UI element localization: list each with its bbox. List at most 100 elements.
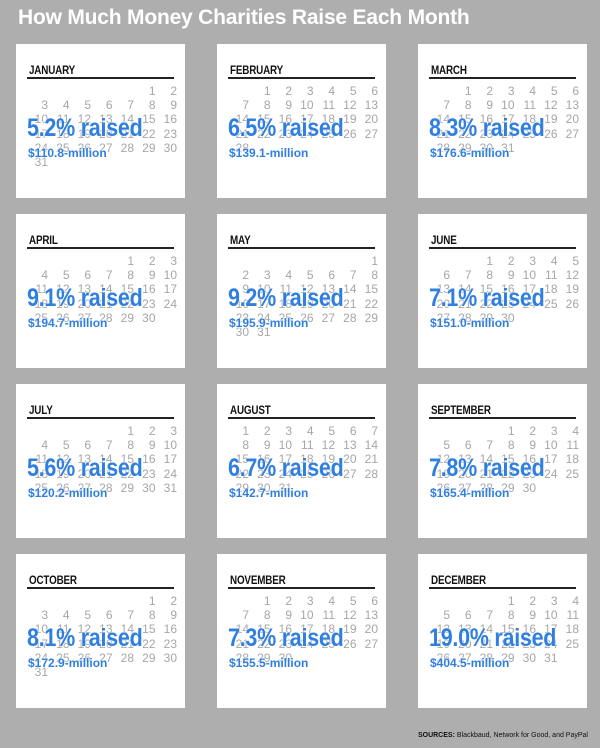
calendar-day: 22	[120, 466, 134, 481]
calendar-day: 18	[34, 466, 48, 481]
calendar-day: 3	[529, 254, 536, 268]
calendar-day: 27	[458, 480, 472, 495]
calendar-day: 7	[486, 438, 493, 453]
calendar-day: 2	[148, 254, 156, 268]
calendar-day: 21	[364, 452, 378, 467]
calendar-day: 13	[458, 622, 472, 637]
calendar-day: 11	[322, 608, 335, 623]
calendar-day: 17	[278, 452, 292, 467]
calendar-day: 26	[343, 636, 357, 651]
calendar-day: 2	[170, 594, 177, 608]
calendar-day: 10	[34, 112, 48, 127]
calendar-day: 15	[142, 622, 156, 637]
month-name: OCTOBER	[29, 573, 77, 587]
calendar-day: 30	[479, 140, 493, 155]
calendar-day: 16	[522, 452, 536, 467]
calendar-day: 22	[142, 636, 156, 651]
calendar-day: 16	[163, 112, 177, 127]
calendar-day: 10	[544, 438, 558, 453]
calendar-day: 1	[263, 594, 271, 608]
calendar-day: 22	[479, 296, 493, 311]
calendar-day: 10	[34, 622, 48, 637]
calendar-day: 23	[163, 126, 177, 141]
calendar-day: 13	[77, 452, 91, 467]
calendar-day: 28	[120, 650, 134, 665]
calendar-day: 5	[349, 84, 357, 98]
calendar-day: 1	[486, 254, 493, 268]
calendar-day: 13	[99, 112, 113, 127]
calendar-day: 16	[142, 452, 156, 467]
calendar-day: 1	[148, 84, 156, 98]
calendar-day: 21	[458, 296, 472, 311]
calendar-day: 21	[436, 126, 450, 141]
month-rule	[228, 247, 375, 249]
calendar-day: 4	[328, 594, 335, 608]
calendar-day: 6	[371, 84, 378, 98]
calendar-day: 24	[278, 466, 292, 481]
calendar-day: 4	[572, 594, 579, 608]
month-card: JUNE 1 2 3 4 5 6 7 8 9 10 11 12 13 14 15 16 17 18 19 20 21 22 2…	[418, 214, 587, 368]
calendar-day: 29	[458, 140, 472, 155]
amount-raised: $151.0-million	[430, 316, 510, 330]
calendar-day: 14	[479, 452, 493, 467]
calendar-day: 29	[120, 310, 134, 325]
calendar-day: 30	[257, 480, 271, 495]
calendar-day: 1	[127, 254, 134, 268]
calendar-day: 10	[300, 98, 314, 113]
calendar-day: 3	[263, 268, 271, 283]
percent-raised: 5.2% raised	[27, 114, 143, 142]
calendar-day: 17	[300, 112, 314, 127]
calendar-day: 18	[300, 452, 314, 467]
calendar-day: 6	[464, 608, 472, 623]
calendar-day: 12	[56, 452, 70, 467]
calendar-day: 22	[235, 466, 249, 481]
calendar-day: 29	[235, 480, 249, 495]
calendar-day: 17	[257, 296, 271, 311]
calendar-day: 12	[436, 622, 450, 637]
calendar-day: 23	[501, 296, 515, 311]
month-rule	[228, 77, 375, 79]
calendar-day: 29	[142, 140, 156, 155]
calendar-day: 10	[300, 608, 314, 623]
calendar-day: 20	[99, 636, 113, 651]
month-rule	[429, 247, 576, 249]
calendar-day: 1	[148, 594, 156, 608]
calendar-day: 17	[163, 452, 177, 467]
calendar-day: 16	[163, 622, 177, 637]
calendar-day: 20	[343, 452, 357, 467]
calendar-day: 11	[57, 112, 70, 127]
calendar-day: 16	[501, 282, 515, 297]
percent-raised: 9.1% raised	[27, 284, 143, 312]
calendar-day: 9	[285, 98, 292, 113]
calendar-day: 18	[56, 126, 70, 141]
calendar-day: 9	[529, 438, 536, 453]
calendar-day: 27	[364, 126, 378, 141]
calendar-day: 7	[127, 608, 134, 623]
calendar-day: 8	[507, 608, 515, 623]
calendar-day: 25	[522, 126, 536, 141]
calendar-day: 23	[257, 466, 271, 481]
calendar-day: 29	[142, 650, 156, 665]
calendar-day: 8	[127, 268, 134, 283]
amount-raised: $195.9-million	[229, 316, 309, 330]
amount-raised: $176.6-million	[430, 146, 510, 160]
calendar-day: 18	[321, 112, 335, 127]
calendar-day: 21	[120, 126, 134, 141]
calendar-day: 7	[242, 608, 249, 623]
calendar-day: 15	[364, 282, 378, 297]
calendar-day: 26	[544, 126, 558, 141]
calendar-day: 22	[364, 296, 378, 311]
calendar-day: 28	[479, 480, 493, 495]
calendar-day: 22	[501, 636, 515, 651]
month-card: JULY 1 2 3 4 5 6 7 8 9 10 11 12 13 14 15 16 17 18 19 20 21 22 2…	[16, 384, 185, 538]
calendar-day: 21	[235, 636, 249, 651]
calendar-day: 11	[301, 438, 314, 453]
calendar-day: 16	[479, 112, 493, 127]
calendar-day: 11	[279, 282, 292, 297]
calendar-day: 1	[507, 424, 515, 438]
calendar-day: 14	[235, 622, 249, 637]
calendar-day: 17	[544, 622, 558, 637]
calendar-day: 7	[349, 268, 357, 283]
calendar-day: 28	[458, 310, 472, 325]
calendar-day: 8	[464, 98, 472, 113]
